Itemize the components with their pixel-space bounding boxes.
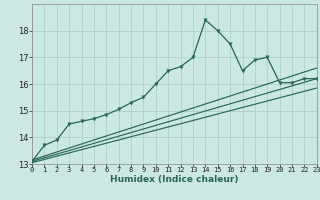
X-axis label: Humidex (Indice chaleur): Humidex (Indice chaleur) <box>110 175 239 184</box>
